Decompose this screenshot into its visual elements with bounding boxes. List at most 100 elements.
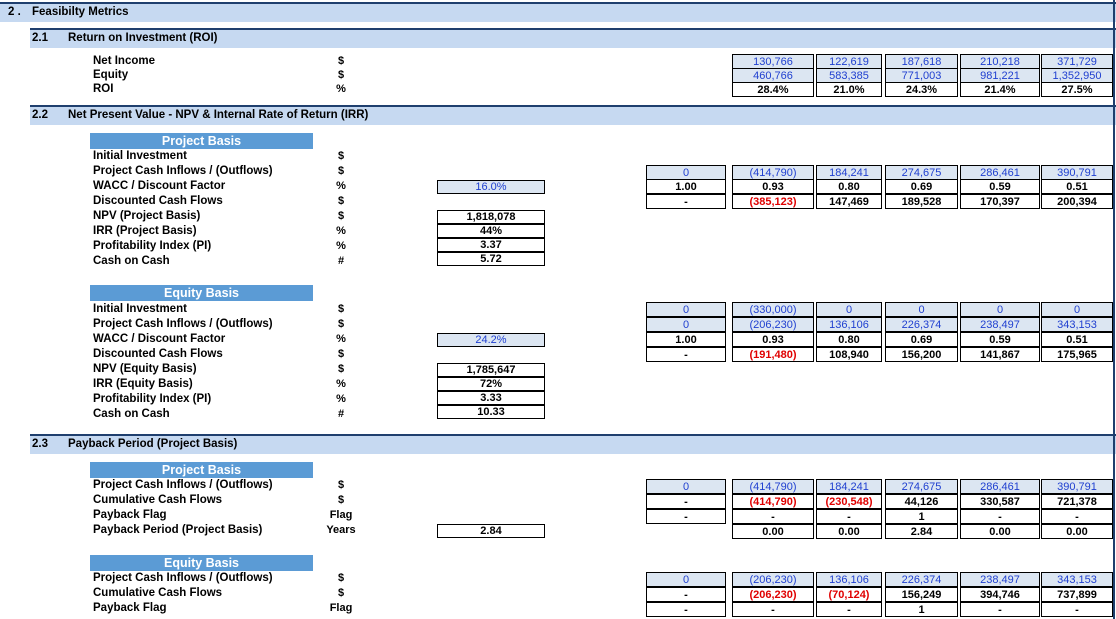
- payback-project-label: Project Cash Inflows / (Outflows): [93, 479, 273, 491]
- npv-equity-inflow-cell: 136,106: [816, 317, 882, 332]
- roi-row-label: ROI: [93, 83, 114, 95]
- npv-section-title: Net Present Value - NPV & Internal Rate …: [68, 109, 369, 121]
- npv-equity-discount-cell: 1.00: [646, 332, 726, 347]
- npv-equity-label: Cash on Cash: [93, 408, 170, 420]
- npv-equity-discount-cell: 0.51: [1041, 332, 1113, 347]
- npv-project-discount-cell: 0.93: [732, 179, 814, 194]
- roi-value-cell: 771,003: [885, 68, 958, 83]
- npv-equity-discount-cell: 0.59: [960, 332, 1040, 347]
- npv-project-wacc-input: 16.0%: [437, 180, 545, 194]
- npv-project-discount-cell: 0.80: [816, 179, 882, 194]
- npv-project-irr-value: 44%: [437, 224, 545, 238]
- roi-value-cell: 28.4%: [732, 82, 814, 97]
- npv-equity-initial-cell: 0: [646, 302, 726, 317]
- npv-equity-unit: %: [336, 378, 346, 390]
- payback-project-unit: Flag: [329, 509, 353, 521]
- payback-equity-flag-cell: 1: [885, 602, 958, 617]
- npv-project-unit: $: [337, 195, 345, 207]
- npv-project-inflow-cell: 0: [646, 165, 726, 180]
- npv-section-number: 2.2: [32, 109, 48, 121]
- payback-project-cumulative-cell: (414,790): [732, 494, 814, 509]
- npv-project-npv-value: 1,818,078: [437, 210, 545, 224]
- payback-period-value: 2.84: [437, 524, 545, 538]
- npv-project-coc-value: 5.72: [437, 252, 545, 266]
- npv-equity-npv-value: 1,785,647: [437, 363, 545, 377]
- roi-value-cell: 1,352,950: [1041, 68, 1113, 83]
- payback-project-label: Payback Flag: [93, 509, 167, 521]
- payback-project-inflow-cell: 184,241: [816, 479, 882, 494]
- roi-row-unit: %: [336, 83, 346, 95]
- roi-value-cell: 371,729: [1041, 54, 1113, 69]
- npv-equity-wacc-input: 24.2%: [437, 333, 545, 347]
- npv-equity-label: Discounted Cash Flows: [93, 348, 223, 360]
- roi-value-cell: 460,766: [732, 68, 814, 83]
- payback-project-period-cell: 2.84: [885, 524, 958, 539]
- npv-equity-initial-cell: 0: [885, 302, 958, 317]
- npv-equity-unit: #: [337, 408, 345, 420]
- roi-value-cell: 24.3%: [885, 82, 958, 97]
- npv-equity-inflow-cell: 238,497: [960, 317, 1040, 332]
- payback-equity-unit: $: [337, 572, 345, 584]
- npv-equity-inflow-cell: 343,153: [1041, 317, 1113, 332]
- npv-equity-inflow-cell: 226,374: [885, 317, 958, 332]
- npv-equity-dcf-cell: 141,867: [960, 347, 1040, 362]
- roi-value-cell: 583,385: [816, 68, 882, 83]
- roi-value-cell: 981,221: [960, 68, 1040, 83]
- npv-equity-label: NPV (Equity Basis): [93, 363, 197, 375]
- roi-value-cell: 21.0%: [816, 82, 882, 97]
- payback-equity-inflow-cell: 136,106: [816, 572, 882, 587]
- roi-value-cell: 187,618: [885, 54, 958, 69]
- npv-project-discount-cell: 0.69: [885, 179, 958, 194]
- npv-project-unit: $: [337, 165, 345, 177]
- payback-project-flag-cell: -: [732, 509, 814, 524]
- payback-project-period-cell: 0.00: [816, 524, 882, 539]
- payback-project-basis-header: Project Basis: [90, 462, 313, 478]
- npv-project-inflow-cell: 390,791: [1041, 165, 1113, 180]
- payback-project-flag-cell: -: [646, 509, 726, 524]
- payback-project-label: Cumulative Cash Flows: [93, 494, 223, 506]
- npv-equity-dcf-cell: 175,965: [1041, 347, 1113, 362]
- npv-section-header: 2.2 Net Present Value - NPV & Internal R…: [30, 105, 1116, 125]
- payback-section-number: 2.3: [32, 438, 48, 450]
- payback-equity-cumulative-cell: -: [646, 587, 726, 602]
- npv-project-dcf-cell: 147,469: [816, 194, 882, 209]
- payback-project-inflow-cell: 286,461: [960, 479, 1040, 494]
- roi-row-unit: $: [337, 55, 345, 67]
- npv-equity-discount-cell: 0.69: [885, 332, 958, 347]
- payback-project-unit: Years: [326, 524, 356, 536]
- payback-project-period-cell: 0.00: [960, 524, 1040, 539]
- npv-equity-label: Initial Investment: [93, 303, 187, 315]
- npv-project-unit: #: [337, 255, 345, 267]
- npv-equity-basis-header: Equity Basis: [90, 285, 313, 301]
- npv-project-unit: $: [337, 210, 345, 222]
- payback-project-cumulative-cell: 44,126: [885, 494, 958, 509]
- npv-equity-label: WACC / Discount Factor: [93, 333, 226, 345]
- npv-project-label: Profitability Index (PI): [93, 240, 212, 252]
- payback-section-header: 2.3 Payback Period (Project Basis): [30, 434, 1116, 454]
- npv-equity-discount-cell: 0.93: [732, 332, 814, 347]
- npv-project-label: NPV (Project Basis): [93, 210, 201, 222]
- roi-value-cell: 21.4%: [960, 82, 1040, 97]
- roi-section-header: 2.1 Return on Investment (ROI): [30, 28, 1116, 48]
- payback-project-period-cell: 0.00: [1041, 524, 1113, 539]
- npv-project-label: Cash on Cash: [93, 255, 170, 267]
- npv-equity-unit: %: [336, 333, 346, 345]
- npv-project-dcf-cell: 189,528: [885, 194, 958, 209]
- npv-equity-discount-cell: 0.80: [816, 332, 882, 347]
- npv-project-label: IRR (Project Basis): [93, 225, 197, 237]
- payback-equity-flag-cell: -: [816, 602, 882, 617]
- npv-project-dcf-cell: -: [646, 194, 726, 209]
- npv-project-dcf-cell: 170,397: [960, 194, 1040, 209]
- roi-row-label: Equity: [93, 69, 129, 81]
- roi-value-cell: 130,766: [732, 54, 814, 69]
- payback-project-flag-cell: -: [960, 509, 1040, 524]
- npv-equity-unit: $: [337, 363, 345, 375]
- roi-value-cell: 122,619: [816, 54, 882, 69]
- payback-equity-basis-header: Equity Basis: [90, 555, 313, 571]
- payback-equity-cumulative-cell: 737,899: [1041, 587, 1113, 602]
- payback-project-unit: $: [337, 494, 345, 506]
- payback-project-unit: $: [337, 479, 345, 491]
- payback-section-title: Payback Period (Project Basis): [68, 438, 238, 450]
- section-2-title: Feasibilty Metrics: [32, 6, 129, 18]
- npv-equity-unit: $: [337, 318, 345, 330]
